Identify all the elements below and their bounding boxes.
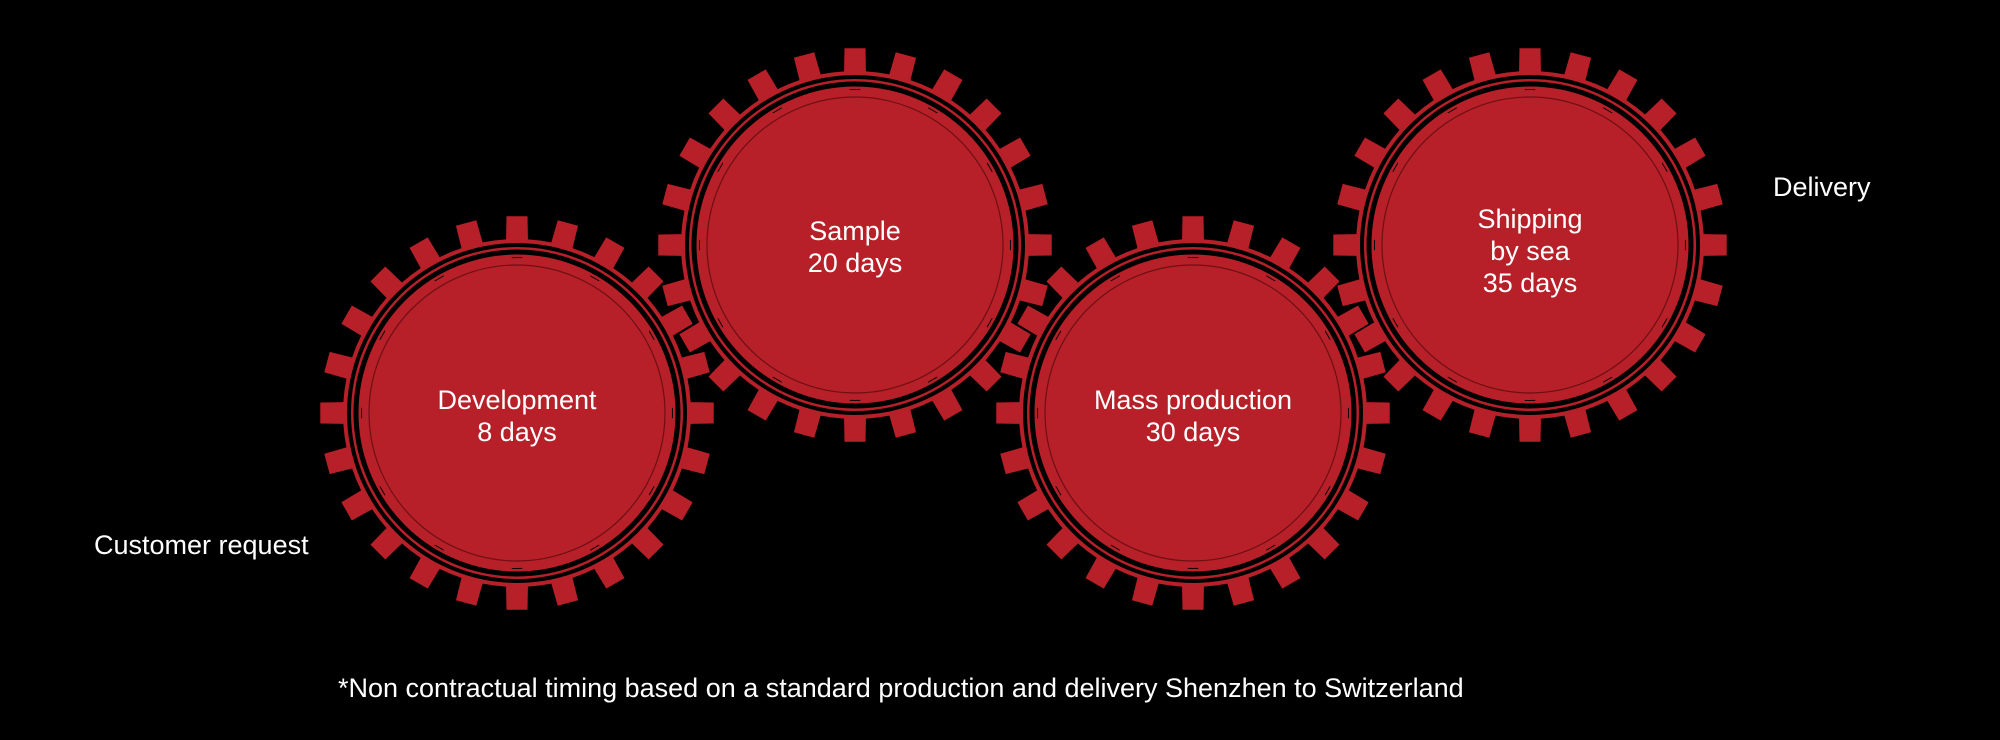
gear-dark-ring [1029, 249, 1357, 577]
gear-title: Development [437, 385, 597, 415]
gear-dark-ring [353, 249, 681, 577]
gear-label-mass-production: Mass production 30 days [1043, 384, 1343, 448]
gear-title: Sample [809, 216, 901, 246]
gear-face [700, 90, 1010, 400]
end-label: Delivery [1773, 172, 1871, 202]
gear-dark-ring [691, 81, 1019, 409]
gear-inner-line [368, 264, 666, 562]
gear-inner-line [1381, 96, 1679, 394]
footnote: *Non contractual timing based on a stand… [338, 673, 1464, 703]
gear-duration: 8 days [477, 417, 557, 447]
gear-sample [658, 48, 1052, 442]
gear-label-sample: Sample 20 days [705, 215, 1005, 279]
gear-duration: 20 days [807, 248, 903, 278]
gear-inner-line [1044, 264, 1342, 562]
gear-subtitle: by sea [1490, 236, 1570, 266]
gear-dark-ring [1366, 81, 1694, 409]
gear-shipping [1333, 48, 1727, 442]
gear-label-shipping: Shipping by sea 35 days [1380, 203, 1680, 299]
gear-duration: 30 days [1145, 417, 1241, 447]
gear-title: Mass production [1093, 385, 1293, 415]
gear-title: Shipping [1477, 204, 1583, 234]
gear-development [320, 216, 714, 610]
gear-face [1038, 258, 1348, 568]
gear-face [362, 258, 672, 568]
gear-face [1375, 90, 1685, 400]
gear-duration: 35 days [1482, 268, 1578, 298]
gear-inner-line [706, 96, 1004, 394]
start-label: Customer request [94, 530, 309, 560]
gear-mass-production [996, 216, 1390, 610]
gear-label-development: Development 8 days [367, 384, 667, 448]
